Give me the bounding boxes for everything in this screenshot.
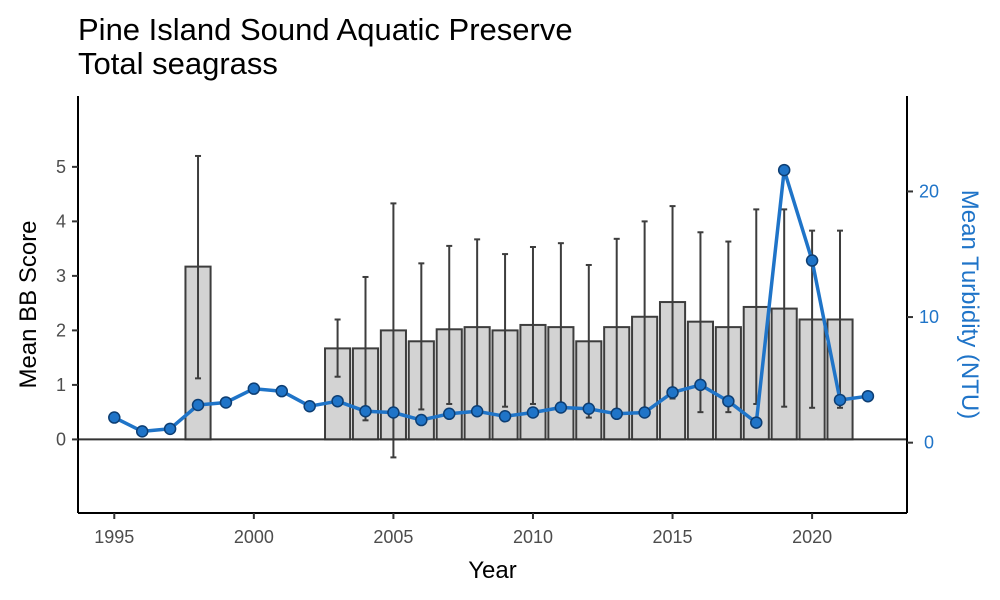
- y2-tick-label-10: 10: [919, 307, 939, 327]
- turbidity-point-2002: [303, 399, 316, 413]
- x-tick-label-2005: 2005: [373, 527, 413, 547]
- chart-title: Pine Island Sound Aquatic Preserve: [78, 12, 573, 47]
- turbidity-point-2012: [582, 402, 596, 415]
- y2-axis-title: Mean Turbidity (NTU): [956, 190, 983, 419]
- turbidity-point-2019: [777, 163, 791, 177]
- x-axis-title: Year: [468, 557, 517, 584]
- y2-tick-label-0: 0: [924, 433, 934, 453]
- errorbars-layer: [195, 154, 844, 459]
- y-tick-label-1: 1: [56, 375, 66, 395]
- y-tick-label-3: 3: [56, 266, 66, 286]
- turbidity-point-2020: [805, 254, 819, 267]
- turbidity-point-2005: [387, 406, 400, 419]
- x-tick-label-2020: 2020: [792, 527, 832, 547]
- x-tick-label-1995: 1995: [94, 527, 134, 547]
- turbidity-point-2007: [442, 407, 456, 421]
- turbidity-point-2011: [554, 401, 568, 414]
- turbidity-point-1996: [135, 425, 149, 438]
- turbidity-point-2017: [722, 394, 735, 408]
- turbidity-point-1997: [163, 422, 177, 436]
- turbidity-point-2013: [610, 407, 623, 421]
- y-tick-label-0: 0: [56, 429, 66, 449]
- turbidity-point-2006: [415, 413, 428, 427]
- x-tick-label-2000: 2000: [234, 527, 274, 547]
- turbidity-point-2001: [275, 384, 289, 398]
- turbidity-line-layer: [113, 168, 869, 434]
- ticks-layer: 1995 2000 2005 2010 2015 2020 0 1 2 3 4 5 0 10 20: [56, 157, 939, 547]
- y-tick-label-5: 5: [56, 157, 66, 177]
- y-tick-label-2: 2: [56, 320, 66, 340]
- chart-subtitle: Total seagrass: [78, 46, 278, 81]
- turbidity-point-2008: [470, 405, 484, 418]
- turbidity-point-1998: [191, 398, 205, 412]
- turbidity-point-2009: [498, 410, 512, 423]
- turbidity-point-2003: [331, 394, 344, 408]
- y-axis-title: Mean BB Score: [15, 220, 42, 388]
- turbidity-point-2022: [861, 389, 875, 403]
- turbidity-point-1995: [108, 411, 121, 424]
- turbidity-point-2004: [359, 405, 372, 418]
- turbidity-point-2014: [638, 406, 651, 419]
- x-tick-label-2015: 2015: [653, 527, 693, 547]
- x-tick-label-2010: 2010: [513, 527, 553, 547]
- turbidity-point-2021: [833, 393, 847, 407]
- turbidity-point-2000: [247, 382, 261, 395]
- turbidity-point-2015: [666, 386, 679, 399]
- turbidity-point-2018: [750, 416, 763, 429]
- y-tick-label-4: 4: [56, 211, 66, 231]
- turbidity-point-2010: [526, 406, 540, 419]
- turbidity-point-1999: [219, 396, 233, 409]
- turbidity-line: [113, 168, 869, 434]
- turbidity-points-layer: [108, 163, 875, 438]
- y2-tick-label-20: 20: [919, 181, 939, 201]
- turbidity-point-2016: [694, 378, 707, 392]
